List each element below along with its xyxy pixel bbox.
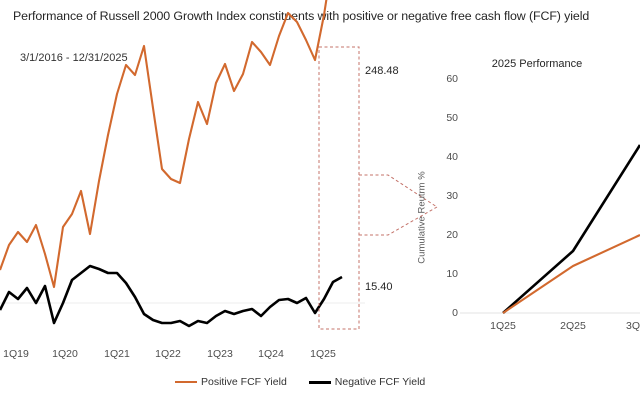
right-ytick-50: 50 xyxy=(446,112,458,124)
legend-item-positive-fcf[interactable]: Positive FCF Yield xyxy=(175,376,287,388)
left-xtick-1: 1Q19 xyxy=(3,348,29,360)
series-line-2025-negative-fcf xyxy=(502,144,640,314)
series-line-2025-positive-fcf xyxy=(502,234,640,314)
left-xtick-7: 1Q25 xyxy=(310,348,336,360)
right-ytick-10: 10 xyxy=(446,268,458,280)
data-label-positive-fcf: 248.48 xyxy=(365,65,399,77)
left-xtick-2: 1Q20 xyxy=(52,348,78,360)
right-xtick-3: 3Q xyxy=(625,320,640,332)
left-xtick-3: 1Q21 xyxy=(104,348,130,360)
left-xtick-4: 1Q22 xyxy=(155,348,181,360)
right-ytick-60: 60 xyxy=(446,73,458,85)
main-performance-plot xyxy=(0,0,365,328)
right-ytick-40: 40 xyxy=(446,151,458,163)
data-label-negative-fcf: 15.40 xyxy=(365,281,393,293)
legend-label-negative-fcf: Negative FCF Yield xyxy=(334,376,426,388)
legend-line-swatch-icon xyxy=(308,380,331,384)
callout-connector-lower xyxy=(359,206,438,236)
right-ytick-20: 20 xyxy=(446,229,458,241)
2025-performance-plot xyxy=(460,144,640,314)
legend-label-positive-fcf: Positive FCF Yield xyxy=(201,376,287,388)
right-ytick-30: 30 xyxy=(446,190,458,202)
legend: Positive FCF Yield Negative FCF Yield xyxy=(175,376,425,388)
right-panel-title: 2025 Performance xyxy=(491,58,583,70)
legend-line-swatch-icon xyxy=(175,381,197,383)
callout-box xyxy=(318,46,360,330)
left-xtick-5: 1Q23 xyxy=(207,348,233,360)
right-ytick-0: 0 xyxy=(452,307,458,319)
right-xtick-1: 1Q25 xyxy=(490,320,516,332)
callout-connector-upper xyxy=(359,174,438,208)
series-line-negative-fcf xyxy=(0,264,343,328)
date-range-label: 3/1/2016 - 12/31/2025 xyxy=(20,52,128,64)
right-xtick-2: 2Q25 xyxy=(560,320,586,332)
right-yaxis-title: Cumulative Reutrm % xyxy=(416,171,428,264)
legend-item-negative-fcf[interactable]: Negative FCF Yield xyxy=(308,376,426,388)
page-title: Performance of Russell 2000 Growth Index… xyxy=(13,9,590,23)
left-xtick-6: 1Q24 xyxy=(258,348,284,360)
callout-annotation xyxy=(318,46,438,330)
series-line-positive-fcf xyxy=(0,0,328,289)
